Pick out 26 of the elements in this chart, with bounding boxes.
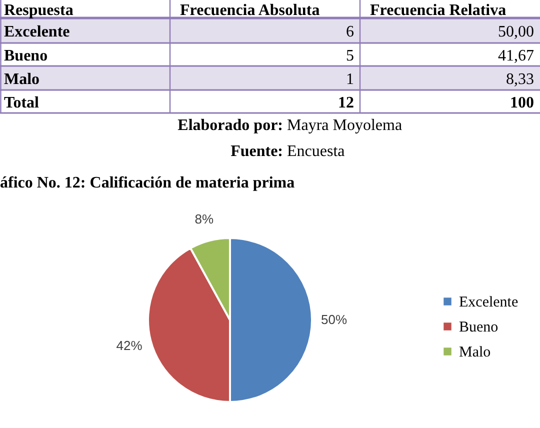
text: Respuesta — [4, 2, 74, 19]
legend-label: Excelente — [459, 294, 518, 310]
text: Malo — [4, 71, 40, 88]
text: Total — [4, 94, 40, 112]
text: Encuesta — [287, 143, 345, 160]
source-note: Fuente: — [230, 143, 283, 160]
text: Elaborado por: — [178, 117, 283, 134]
text: 1 — [346, 71, 354, 88]
text: 12 — [338, 94, 354, 112]
text: Frecuencia Relativa — [370, 2, 506, 19]
text: 100 — [510, 94, 534, 112]
text: 6 — [346, 24, 354, 40]
chart-title: áfico No. 12: Calificación de materia prima — [0, 174, 295, 192]
data-label: 50% — [320, 312, 348, 327]
text: Bueno — [4, 48, 48, 64]
text: 5 — [346, 48, 354, 64]
text: Frecuencia Absoluta — [180, 2, 320, 19]
text: 41,67 — [498, 48, 534, 64]
data-label: 42% — [116, 338, 143, 353]
data-label: 8% — [194, 211, 214, 226]
text: 50,00 — [498, 24, 534, 40]
text: Mayra Moyolema — [287, 117, 402, 134]
text: Excelente — [4, 24, 70, 40]
legend-label: Malo — [459, 344, 491, 360]
text: 8,33 — [506, 71, 534, 88]
legend-label: Bueno — [459, 320, 498, 336]
